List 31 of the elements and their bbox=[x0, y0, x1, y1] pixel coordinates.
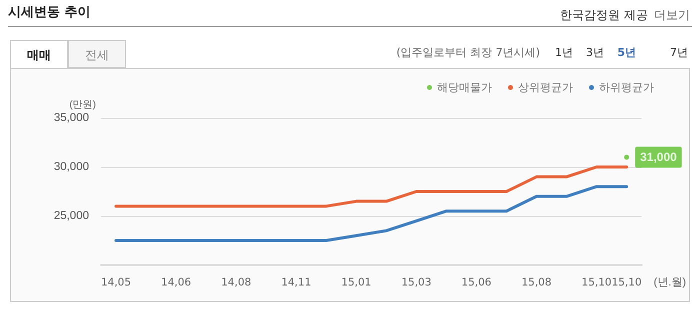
text: 3년 bbox=[586, 45, 604, 60]
x-tick-label: 15,03 bbox=[401, 276, 432, 288]
text: 더보기 bbox=[654, 7, 690, 24]
text: 7년 bbox=[670, 45, 688, 60]
line-series bbox=[114, 166, 628, 208]
text: 1년 bbox=[555, 45, 573, 60]
legend-label: 해당매물가 bbox=[437, 81, 492, 94]
y-tick-label: 35,000 bbox=[54, 112, 89, 124]
x-tick-label: 14,11 bbox=[281, 276, 312, 288]
x-tick-label: 15,10 bbox=[612, 276, 642, 288]
x-tick-label: 14,08 bbox=[221, 276, 252, 288]
legend-label: 상위평균가 bbox=[518, 81, 573, 94]
x-tick-label: 14,05 bbox=[100, 276, 132, 288]
y-tick-label: 25,000 bbox=[54, 210, 89, 222]
x-tick-label: 15,10 bbox=[582, 276, 612, 288]
y-tick-label: 30,000 bbox=[54, 161, 89, 173]
legend-label: 하위평균가 bbox=[599, 81, 654, 94]
x-tick-label: 15,01 bbox=[341, 276, 372, 288]
data-label: 31,000 bbox=[640, 150, 678, 164]
x-tick-label: 15,08 bbox=[521, 276, 552, 288]
chart-title: 시세변동 추이 bbox=[8, 4, 91, 21]
text: (입주일로부터 최장 7년시세) bbox=[396, 45, 540, 60]
line-series bbox=[114, 185, 628, 242]
x-tick-label: 15,06 bbox=[461, 276, 492, 288]
text: 전세 bbox=[68, 40, 126, 68]
text: 5년 bbox=[617, 45, 636, 60]
text: 매매 bbox=[10, 40, 68, 68]
x-axis-title: (년.월) bbox=[654, 276, 686, 288]
y-axis-title: (만원) bbox=[69, 100, 96, 110]
text: 한국감정원 제공 bbox=[560, 7, 648, 24]
x-tick-label: 14,06 bbox=[161, 276, 192, 288]
